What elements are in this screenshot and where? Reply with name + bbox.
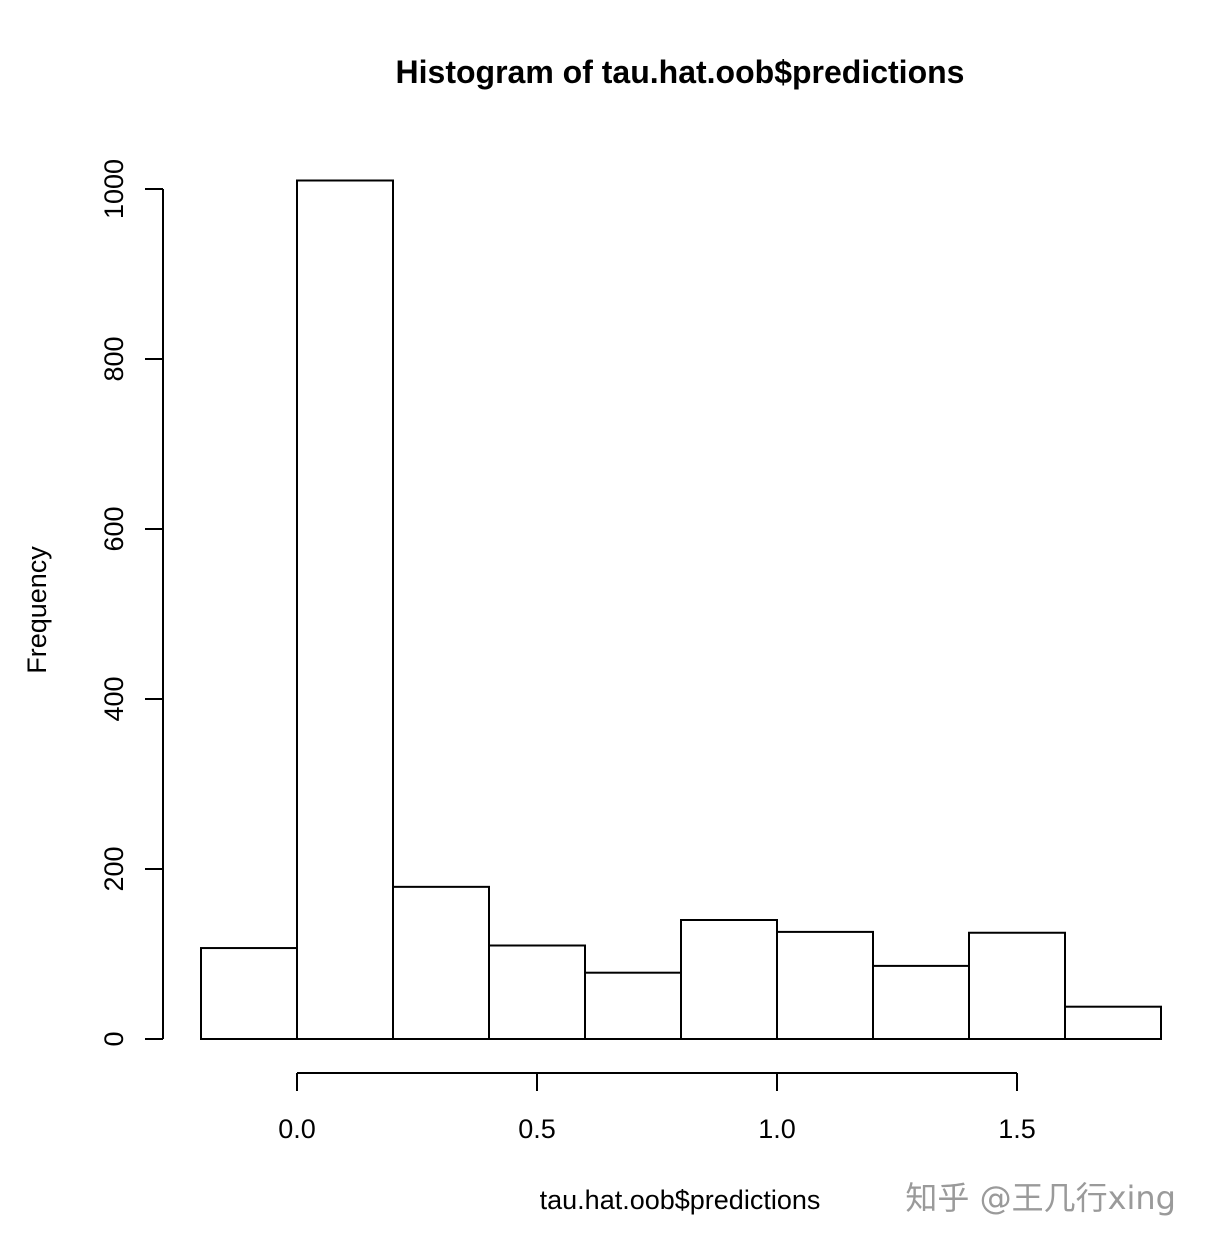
x-tick-label-1: 0.5: [518, 1114, 556, 1144]
y-tick-label-1: 200: [99, 846, 129, 891]
histogram-bar-8: [968, 931, 1066, 1040]
histogram-bar-9: [1064, 1005, 1162, 1041]
y-tick-label-2: 400: [99, 676, 129, 721]
histogram-bar-1: [296, 179, 394, 1040]
x-axis: 0.0 0.5 1.0 1.5: [278, 1072, 1036, 1144]
histogram-bar-0: [200, 947, 298, 1040]
histogram-bar-3: [488, 944, 586, 1040]
histogram-bar-4: [584, 971, 682, 1041]
x-tick-label-2: 1.0: [758, 1114, 796, 1144]
histogram-bar-6: [776, 930, 874, 1041]
y-axis-label: Frequency: [22, 546, 52, 674]
x-tick-label-3: 1.5: [998, 1114, 1036, 1144]
histogram-bar-2: [392, 885, 490, 1040]
histogram-bar-5: [680, 919, 778, 1040]
histogram-bar-7: [872, 964, 970, 1041]
y-tick-label-5: 1000: [99, 159, 129, 219]
y-tick-label-3: 600: [99, 506, 129, 551]
x-tick-label-0: 0.0: [278, 1114, 316, 1144]
y-tick-label-0: 0: [99, 1031, 129, 1046]
watermark-text: 知乎 @王几行xing: [905, 1179, 1176, 1217]
x-axis-label: tau.hat.oob$predictions: [540, 1185, 821, 1215]
chart-title: Histogram of tau.hat.oob$predictions: [396, 54, 965, 90]
y-axis: 0 200 400 600 800 1000: [99, 159, 164, 1047]
y-tick-label-4: 800: [99, 336, 129, 381]
histogram-bars: [200, 179, 1162, 1041]
